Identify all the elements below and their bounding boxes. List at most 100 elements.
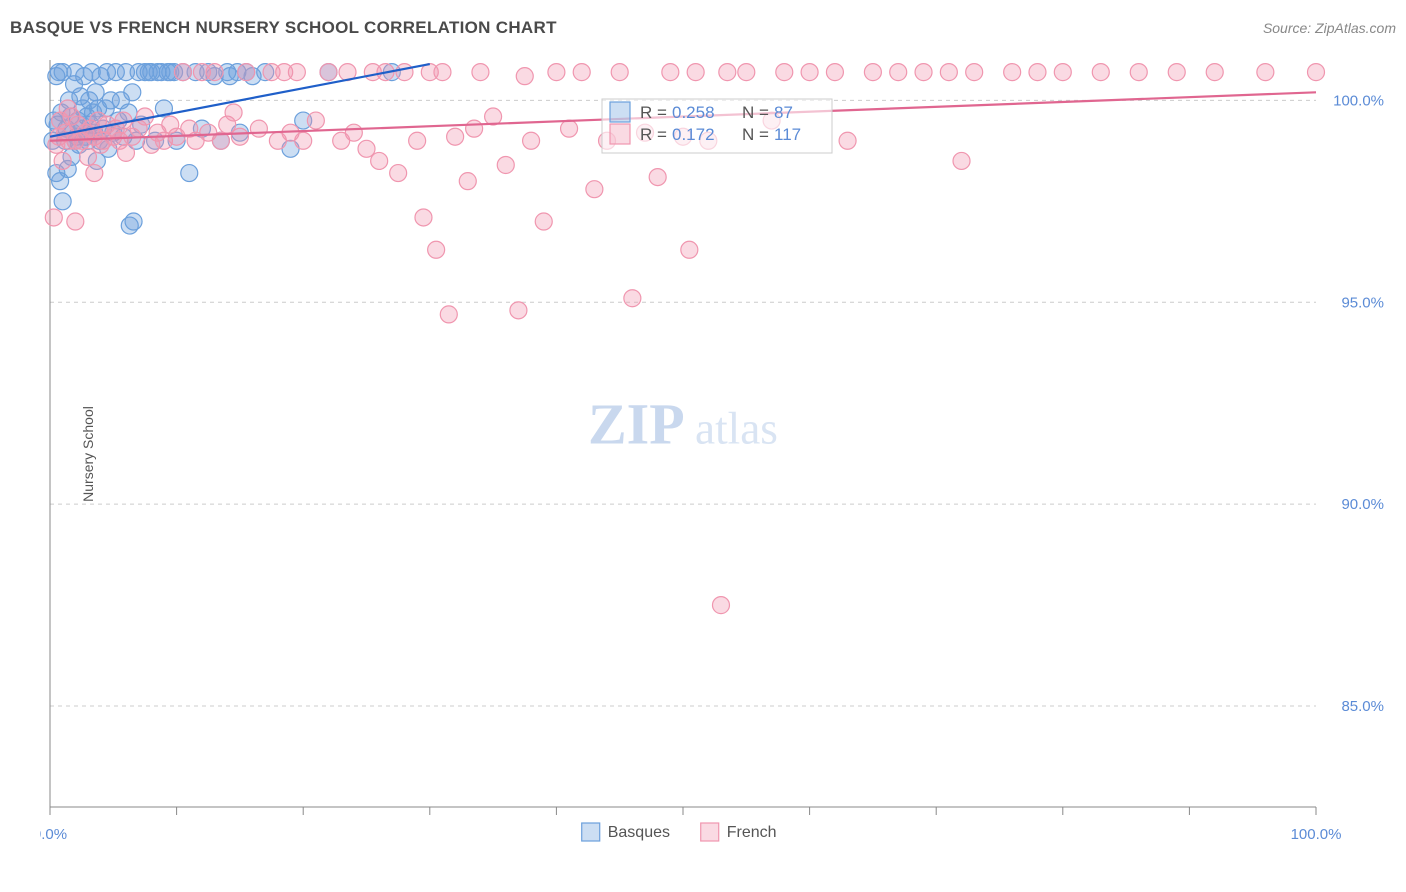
y-tick-label: 90.0% [1341, 496, 1384, 513]
legend-n-value: 117 [774, 125, 801, 144]
data-point [1054, 64, 1071, 81]
data-point [250, 120, 267, 137]
data-point [54, 152, 71, 169]
data-point [396, 64, 413, 81]
data-point [447, 128, 464, 145]
data-point [776, 64, 793, 81]
legend-r-label: R = [640, 103, 667, 122]
data-point [1308, 64, 1325, 81]
data-point [466, 120, 483, 137]
plot-area: Nursery School 85.0%90.0%95.0%100.0%ZIPa… [40, 55, 1396, 852]
data-point [953, 152, 970, 169]
data-point [1206, 64, 1223, 81]
legend-swatch [582, 823, 600, 841]
data-point [662, 64, 679, 81]
watermark: ZIPatlas [588, 392, 778, 457]
data-point [45, 209, 62, 226]
series-legend: Basques French [582, 823, 777, 841]
data-point [181, 165, 198, 182]
data-point [295, 132, 312, 149]
data-point [428, 241, 445, 258]
data-point [67, 213, 84, 230]
legend-r-value: 0.258 [672, 103, 715, 122]
data-point [649, 169, 666, 186]
data-point [415, 209, 432, 226]
data-point [320, 64, 337, 81]
data-point [371, 152, 388, 169]
legend-swatch [610, 124, 630, 144]
scatter-chart: 85.0% 90.0% 95.0% 100.0% ZIPatlas 0.0% 100.0% R… [40, 55, 1396, 852]
legend-n-value: 87 [774, 103, 793, 122]
data-point [624, 290, 641, 307]
data-point [801, 64, 818, 81]
x-tick-label: 100.0% [1291, 826, 1342, 843]
data-point [231, 128, 248, 145]
data-point [124, 84, 141, 101]
legend-n-label: N = [742, 103, 769, 122]
data-point [434, 64, 451, 81]
legend-r-label: R = [640, 125, 667, 144]
legend-swatch [610, 102, 630, 122]
data-point [117, 144, 134, 161]
data-point [497, 156, 514, 173]
data-point [345, 124, 362, 141]
data-point [125, 213, 142, 230]
data-point [940, 64, 957, 81]
data-point [307, 112, 324, 129]
data-point [1004, 64, 1021, 81]
data-point [510, 302, 527, 319]
legend-r-value: 0.172 [672, 125, 715, 144]
data-point [288, 64, 305, 81]
correlation-legend: R = 0.258 N = 87 R = 0.172 N = 117 [602, 99, 832, 153]
data-point [719, 64, 736, 81]
data-point [1257, 64, 1274, 81]
data-point [1092, 64, 1109, 81]
data-point [87, 84, 104, 101]
data-point [472, 64, 489, 81]
data-point [687, 64, 704, 81]
chart-title: BASQUE VS FRENCH NURSERY SCHOOL CORRELAT… [10, 18, 557, 38]
data-point [358, 140, 375, 157]
data-point [86, 165, 103, 182]
data-point [712, 597, 729, 614]
data-point [573, 64, 590, 81]
data-point [238, 64, 255, 81]
data-point [586, 181, 603, 198]
data-point [611, 64, 628, 81]
svg-text:atlas: atlas [695, 404, 778, 454]
data-point [459, 173, 476, 190]
data-point [548, 64, 565, 81]
data-point [1029, 64, 1046, 81]
data-point [561, 120, 578, 137]
data-point [966, 64, 983, 81]
data-point [890, 64, 907, 81]
data-point [535, 213, 552, 230]
data-point [390, 165, 407, 182]
data-point [54, 193, 71, 210]
data-point [681, 241, 698, 258]
chart-source: Source: ZipAtlas.com [1263, 20, 1396, 36]
chart-header: BASQUE VS FRENCH NURSERY SCHOOL CORRELAT… [10, 18, 1396, 38]
x-tick-label: 0.0% [40, 826, 67, 843]
data-point [523, 132, 540, 149]
legend-n-label: N = [742, 125, 769, 144]
data-point [839, 132, 856, 149]
data-point [1130, 64, 1147, 81]
data-point [864, 64, 881, 81]
data-point [915, 64, 932, 81]
legend-swatch [701, 823, 719, 841]
data-point [409, 132, 426, 149]
data-point [440, 306, 457, 323]
y-tick-label: 85.0% [1341, 698, 1384, 715]
data-point [1168, 64, 1185, 81]
y-tick-label: 95.0% [1341, 294, 1384, 311]
legend-label: Basques [608, 824, 670, 841]
data-point [225, 104, 242, 121]
data-point [826, 64, 843, 81]
legend-label: French [727, 824, 777, 841]
data-point [174, 64, 191, 81]
y-tick-label: 100.0% [1333, 92, 1384, 109]
svg-text:ZIP: ZIP [588, 392, 685, 457]
data-point [516, 68, 533, 85]
data-point [206, 64, 223, 81]
